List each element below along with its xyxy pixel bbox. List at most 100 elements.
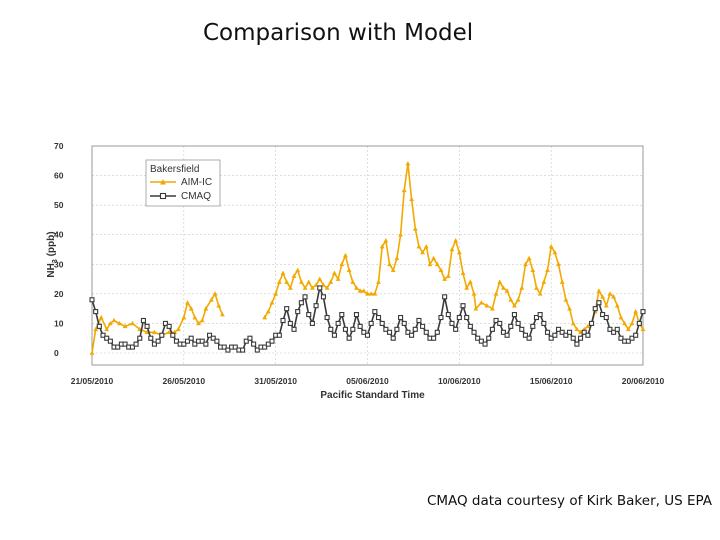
- aim-ic-point: [497, 279, 503, 284]
- cmaq-point: [434, 329, 440, 335]
- aim-ic-point: [196, 320, 201, 326]
- aim-ic-point: [508, 297, 514, 302]
- cmaq-point: [431, 335, 437, 341]
- aim-ic-point: [387, 261, 392, 267]
- aim-ic-point: [372, 291, 378, 296]
- cmaq-point: [89, 297, 95, 303]
- cmaq-point: [526, 335, 532, 341]
- aim-ic-point: [614, 303, 620, 308]
- cmaq-point: [170, 332, 176, 338]
- cmaq-point: [173, 338, 180, 344]
- aim-ic-point: [175, 326, 181, 332]
- cmaq-point: [137, 335, 143, 341]
- cmaq-point: [530, 323, 536, 329]
- cmaq-point: [280, 317, 286, 324]
- aim-ic-point: [434, 261, 440, 267]
- cmaq-point: [210, 335, 216, 341]
- slide-title: Comparison with Model: [203, 20, 474, 46]
- cmaq-point: [460, 303, 466, 309]
- y-axis-label: NH3 (ppb): [46, 231, 59, 277]
- aim-ic-point: [390, 267, 396, 272]
- cmaq-point: [364, 332, 371, 338]
- cmaq-point: [247, 335, 253, 341]
- aim-ic-point: [317, 276, 323, 281]
- x-tick-label: 31/05/2010: [254, 376, 297, 386]
- aim-ic-point: [117, 320, 122, 326]
- aim-ic-point: [464, 285, 470, 290]
- y-tick-label: 40: [54, 230, 64, 240]
- cmaq-point: [148, 335, 154, 341]
- cmaq-point: [559, 329, 565, 335]
- y-axis-ticks: 0 10 20 30 40 50 60 70: [54, 141, 64, 358]
- cmaq-point: [412, 326, 418, 332]
- aim-ic-point: [563, 297, 569, 302]
- aim-ic-point: [449, 246, 455, 252]
- cmaq-point: [357, 323, 363, 329]
- cmaq-point: [566, 329, 573, 335]
- aim-ic-point: [365, 291, 370, 296]
- cmaq-point: [331, 332, 337, 338]
- y-tick-label: 10: [54, 318, 64, 328]
- aim-ic-point: [534, 285, 539, 290]
- aim-ic-point: [130, 320, 135, 326]
- aim-ic-point: [567, 306, 572, 311]
- aim-ic-point: [379, 243, 385, 249]
- cmaq-point: [262, 344, 268, 350]
- x-axis-label: Pacific Standard Time: [320, 390, 425, 401]
- aim-ic-point: [302, 285, 308, 290]
- aim-ic-point: [376, 279, 381, 284]
- aim-ic-point: [423, 243, 429, 249]
- aim-ic-point: [603, 303, 609, 308]
- x-tick-label: 21/05/2010: [71, 376, 114, 386]
- cmaq-point: [306, 312, 312, 318]
- cmaq-point: [379, 320, 385, 326]
- cmaq-point: [482, 341, 488, 347]
- cmaq-point: [438, 314, 444, 321]
- aim-ic-point: [541, 279, 547, 284]
- cmaq-point: [328, 326, 334, 332]
- cmaq-point: [240, 347, 246, 353]
- aim-ic-point: [416, 243, 422, 249]
- aim-ic-point: [185, 300, 190, 305]
- aim-ic-point: [220, 311, 225, 317]
- legend-marker-square: [159, 192, 167, 200]
- aim-ic-point: [607, 291, 613, 296]
- aim-ic-point: [574, 326, 580, 332]
- cmaq-point: [221, 344, 227, 350]
- aim-ic-point: [295, 267, 301, 272]
- cmaq-point: [442, 294, 448, 300]
- aim-ic-point: [122, 323, 128, 329]
- x-axis-ticks: 21/05/2010 26/05/2010 31/05/2010 05/06/2010…: [71, 376, 665, 386]
- cmaq-point: [394, 326, 400, 332]
- aim-ic-point: [276, 279, 282, 284]
- aim-ic-point: [504, 288, 510, 293]
- cmaq-point: [386, 329, 393, 335]
- cmaq-point: [107, 338, 113, 344]
- cmaq-point: [603, 314, 609, 321]
- cmaq-point: [555, 326, 562, 332]
- cmaq-point: [184, 338, 191, 344]
- cmaq-point: [398, 314, 404, 321]
- cmaq-point: [320, 294, 326, 300]
- aim-ic-point: [427, 261, 433, 267]
- cmaq-point: [188, 335, 194, 341]
- cmaq-point: [342, 326, 349, 332]
- cmaq-point: [548, 335, 554, 341]
- aim-ic-point: [471, 291, 477, 296]
- cmaq-point: [324, 314, 330, 321]
- aim-ic-point: [152, 329, 157, 335]
- aim-ic-point: [526, 255, 532, 261]
- legend-entries: AIM-IC CMAQ: [150, 177, 212, 202]
- aim-ic-point: [368, 291, 374, 296]
- cmaq-point: [129, 344, 135, 350]
- aim-ic-point: [398, 232, 403, 237]
- cmaq-point: [475, 335, 481, 341]
- cmaq-point: [552, 332, 558, 338]
- aim-ic-point: [453, 238, 459, 243]
- y-tick-label: 50: [54, 200, 64, 210]
- aim-ic-point: [188, 306, 194, 311]
- cmaq-point: [636, 320, 642, 326]
- cmaq-point: [453, 326, 459, 332]
- aim-ic-point: [181, 314, 187, 320]
